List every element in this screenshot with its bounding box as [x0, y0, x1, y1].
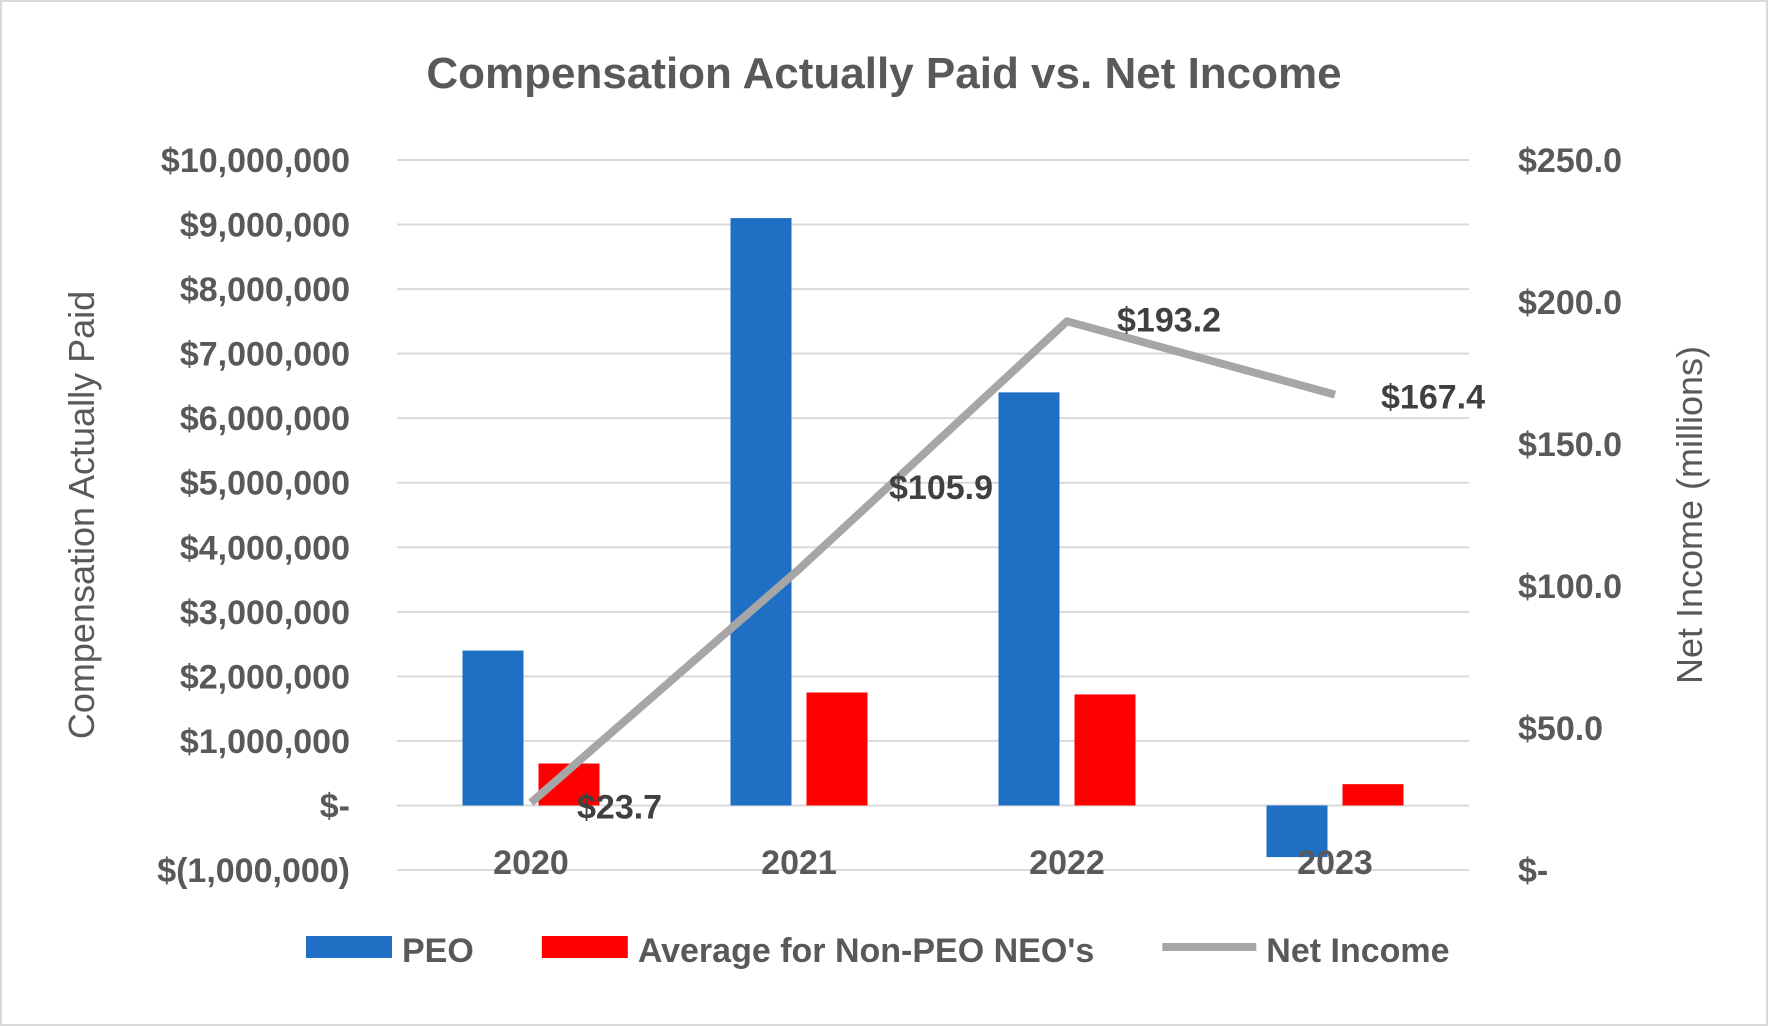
y2-tick-label: $50.0: [1518, 710, 1603, 748]
peo-bar-2021: [730, 218, 792, 806]
legend-swatch-0: [306, 936, 392, 958]
y-tick-label: $7,000,000: [180, 336, 350, 374]
non-peo-bar-2021: [806, 692, 868, 806]
y-tick-label: $10,000,000: [161, 142, 350, 180]
x-tick-label: 2023: [1297, 844, 1373, 882]
y2-tick-label: $200.0: [1518, 284, 1622, 322]
non-peo-bar-2022: [1074, 694, 1136, 806]
y-tick-label: $(1,000,000): [157, 852, 350, 890]
y-tick-label: $3,000,000: [180, 594, 350, 632]
y-tick-label: $4,000,000: [180, 529, 350, 567]
y-tick-label: $9,000,000: [180, 207, 350, 245]
peo-bar-2022: [998, 392, 1060, 806]
peo-bar-2023: [1266, 805, 1328, 858]
non-peo-bar-2023: [1342, 784, 1404, 806]
net-income-data-label: $167.4: [1381, 379, 1485, 417]
net-income-data-label: $193.2: [1117, 301, 1221, 339]
y-axis-title: Compensation Actually Paid: [61, 291, 102, 739]
legend-label: PEO: [402, 932, 474, 970]
chart-title: Compensation Actually Paid vs. Net Incom…: [426, 49, 1341, 98]
peo-bar-2020: [462, 650, 524, 806]
y2-tick-label: $250.0: [1518, 142, 1622, 180]
net-income-data-label: $23.7: [577, 789, 662, 827]
y-tick-label: $1,000,000: [180, 723, 350, 761]
x-tick-label: 2022: [1029, 844, 1105, 882]
y-tick-label: $5,000,000: [180, 465, 350, 503]
y2-axis-title: Net Income (millions): [1669, 346, 1710, 684]
y2-tick-label: $100.0: [1518, 568, 1622, 606]
x-tick-label: 2020: [493, 844, 569, 882]
net-income-line: [528, 317, 1337, 806]
y2-tick-label: $150.0: [1518, 426, 1622, 464]
legend-label: Average for Non-PEO NEO's: [638, 932, 1094, 970]
y-tick-label: $-: [320, 787, 350, 825]
y-tick-label: $6,000,000: [180, 400, 350, 438]
legend-swatch-1: [541, 936, 628, 958]
y-tick-label: $2,000,000: [180, 658, 350, 696]
y2-tick-label: $-: [1518, 852, 1548, 890]
legend-label: Net Income: [1266, 932, 1449, 970]
y-tick-label: $8,000,000: [180, 271, 350, 309]
x-tick-label: 2021: [761, 844, 837, 882]
net-income-data-label: $105.9: [889, 469, 993, 507]
